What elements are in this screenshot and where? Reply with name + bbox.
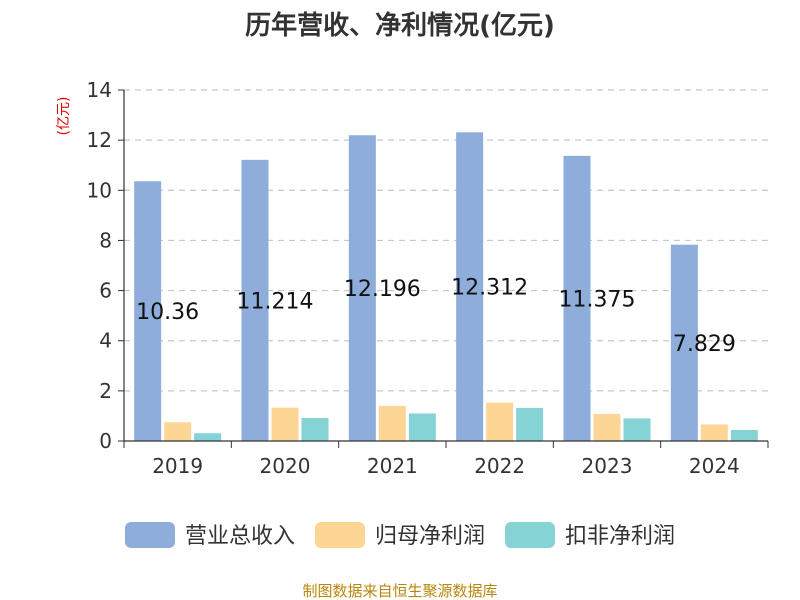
x-tick-label: 2022 [474, 454, 525, 478]
data-label: 7.829 [673, 332, 736, 357]
bar [623, 418, 651, 441]
bar [348, 135, 376, 441]
y-tick-label: 6 [99, 279, 112, 303]
source-footer: 制图数据来自恒生聚源数据库 [302, 582, 497, 600]
x-tick-label: 2020 [260, 454, 311, 478]
bar [241, 159, 269, 441]
bar [563, 155, 591, 441]
x-tick-label: 2023 [582, 454, 633, 478]
grid-lines [124, 89, 768, 392]
y-tick-label: 2 [99, 379, 112, 403]
bar [730, 429, 758, 441]
bar [134, 181, 162, 441]
data-label: 12.196 [344, 277, 421, 302]
y-tick-label: 8 [99, 228, 112, 252]
data-label: 10.36 [136, 300, 199, 325]
bar [486, 402, 514, 441]
y-tick-label: 14 [87, 78, 112, 102]
legend-swatch [505, 522, 555, 548]
y-tick-label: 0 [99, 429, 112, 453]
x-tick-label: 2019 [152, 454, 203, 478]
chart-title: 历年营收、净利情况(亿元) [245, 10, 555, 41]
data-label: 11.375 [559, 287, 636, 312]
bar [301, 417, 329, 441]
bar [700, 424, 728, 441]
axes: 0 2 4 6 8 10 12 14 2019 2020 2021 2022 2023 2024 [87, 78, 769, 478]
legend-swatch [125, 522, 175, 548]
bar [516, 407, 544, 441]
legend-label: 营业总收入 [185, 524, 295, 549]
y-axis-label: (亿元) [56, 97, 72, 136]
data-label: 11.214 [237, 289, 314, 314]
bar [593, 413, 621, 441]
bar [456, 132, 484, 442]
bar [378, 405, 406, 441]
bar [194, 433, 222, 441]
bar [271, 407, 299, 441]
data-labels: 10.36 11.214 12.196 12.312 11.375 7.829 [136, 276, 736, 357]
bar [164, 422, 192, 441]
bar [408, 413, 436, 441]
data-label: 12.312 [451, 276, 528, 301]
legend-swatch [315, 522, 365, 548]
legend-label: 归母净利润 [375, 524, 485, 549]
y-tick-label: 12 [87, 128, 112, 152]
x-tick-label: 2021 [367, 454, 418, 478]
bar [670, 244, 698, 441]
y-tick-label: 4 [99, 329, 112, 353]
bars [134, 132, 758, 442]
legend-label: 扣非净利润 [565, 524, 675, 549]
legend: 营业总收入 归母净利润 扣非净利润 [125, 522, 675, 549]
x-tick-label: 2024 [689, 454, 740, 478]
y-tick-label: 10 [87, 178, 112, 202]
